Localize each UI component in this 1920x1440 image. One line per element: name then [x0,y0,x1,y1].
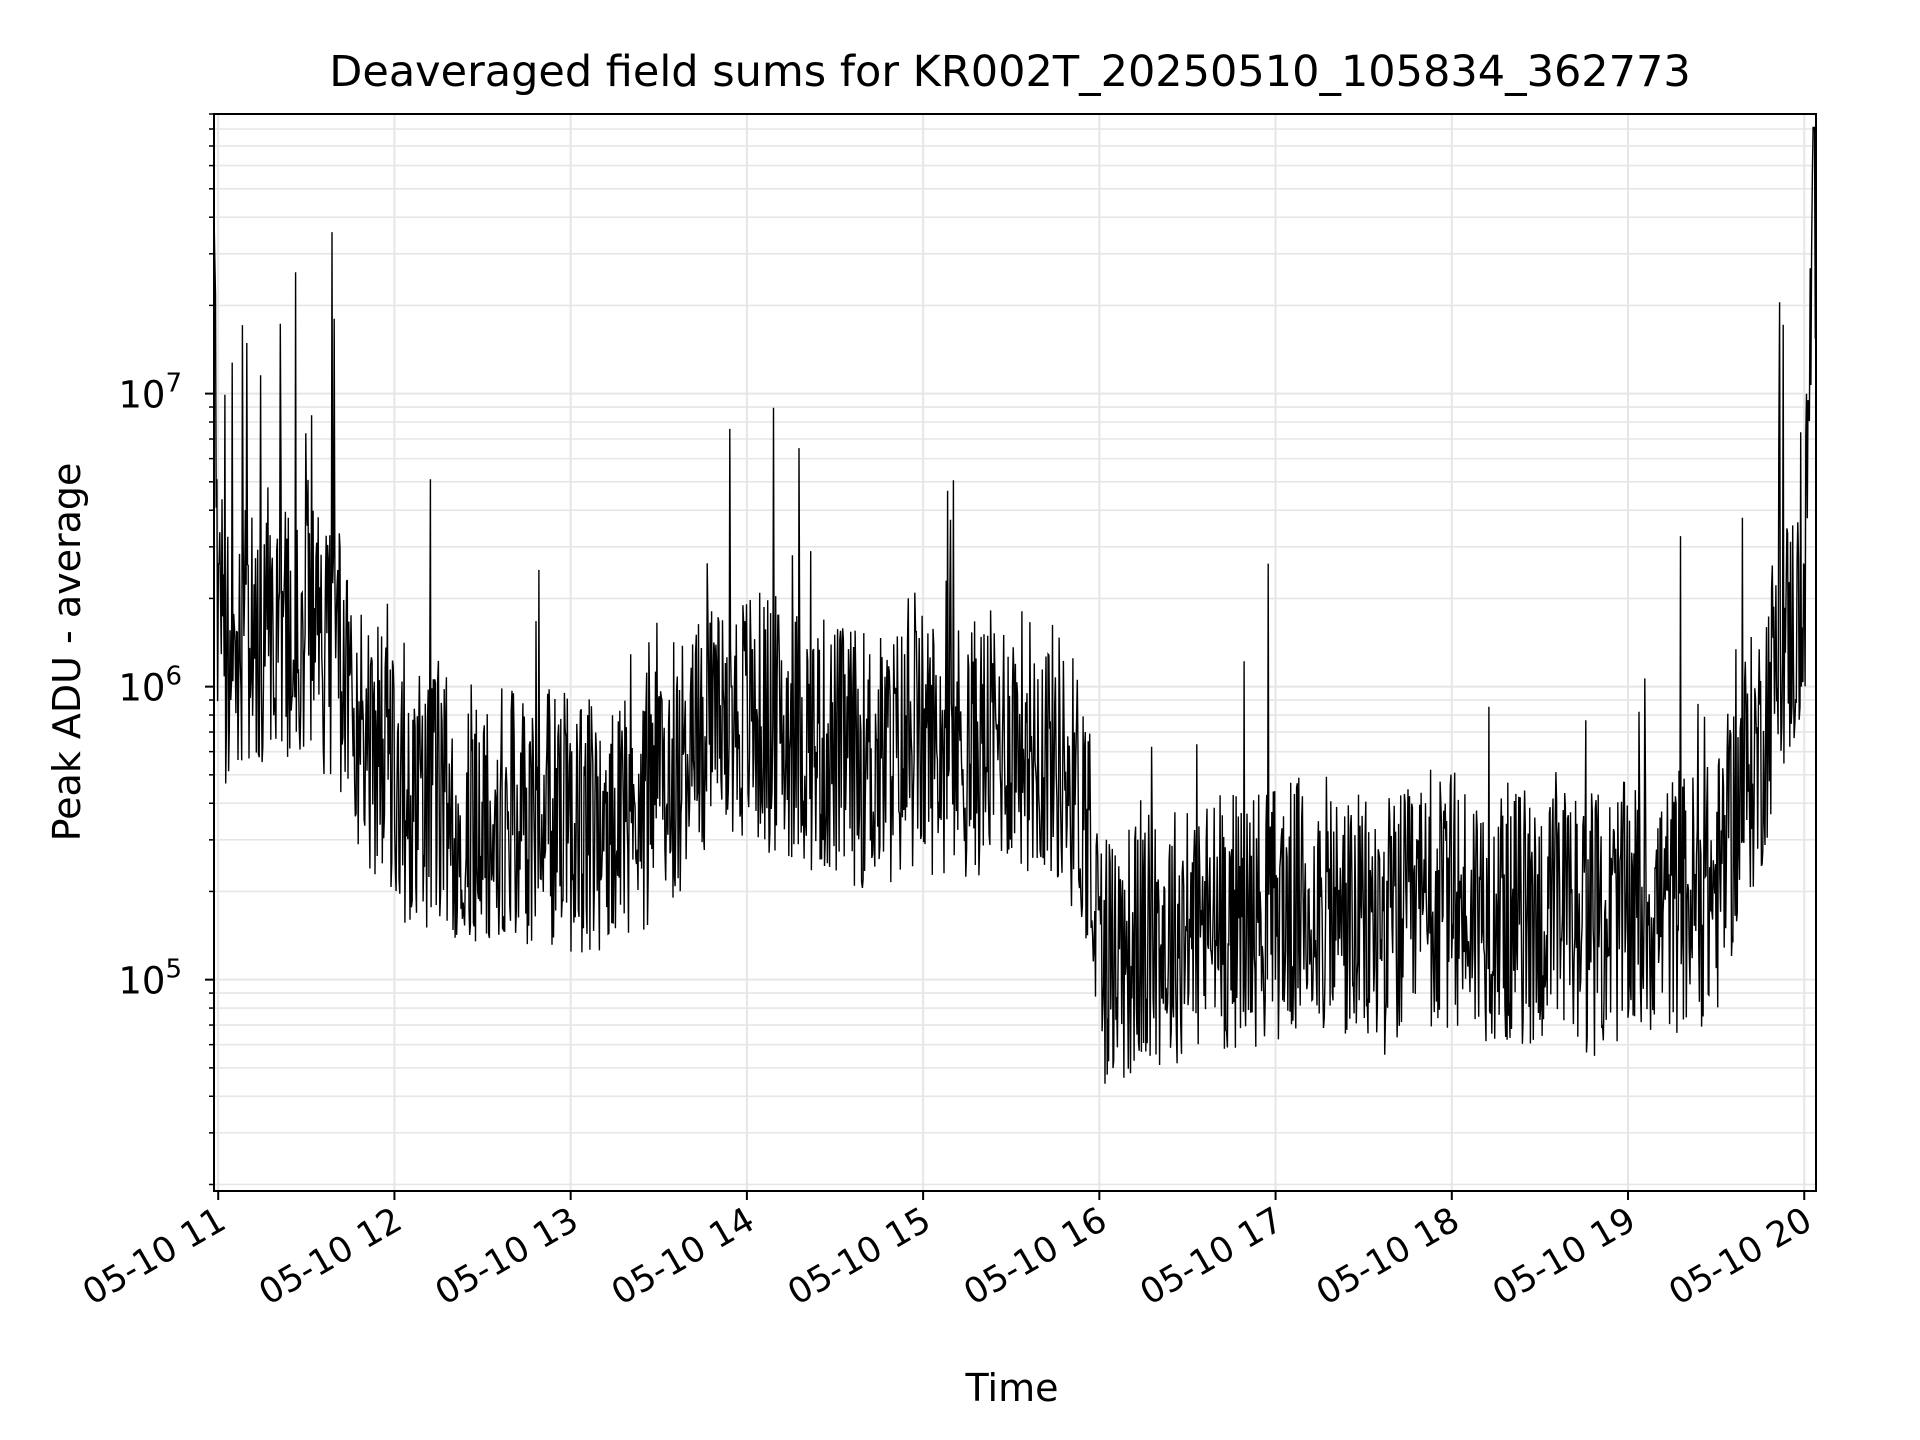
x-tick-label: 05-10 18 [1310,1200,1466,1313]
series-line [213,126,1817,1084]
x-tick-label: 05-10 11 [76,1200,232,1313]
x-tick-label: 05-10 12 [253,1200,409,1313]
grid [214,113,1816,1191]
y-tick-label: 107 [118,369,182,417]
chart-title: Deaveraged field sums for KR002T_2025051… [329,47,1691,97]
series-layer [213,126,1817,1084]
x-tick-label: 05-10 15 [781,1200,937,1313]
x-tick-label: 05-10 19 [1486,1200,1642,1313]
x-ticks: 05-10 11 05-10 12 05-10 13 05-10 14 05-10 15… [76,1191,1819,1313]
x-tick-label: 05-10 20 [1662,1200,1818,1313]
y-ticks: 105 106 107 [118,113,214,1186]
y-tick-label: 106 [118,662,182,710]
x-tick-label: 05-10 16 [958,1200,1114,1313]
x-axis-label: Time [965,1366,1059,1410]
y-tick-label: 105 [118,955,182,1003]
plot-frame [213,113,1817,1192]
x-tick-label: 05-10 13 [429,1200,585,1313]
x-tick-label: 05-10 14 [605,1200,761,1313]
x-tick-label: 05-10 17 [1134,1200,1290,1313]
y-axis-label: Peak ADU - average [45,463,89,842]
